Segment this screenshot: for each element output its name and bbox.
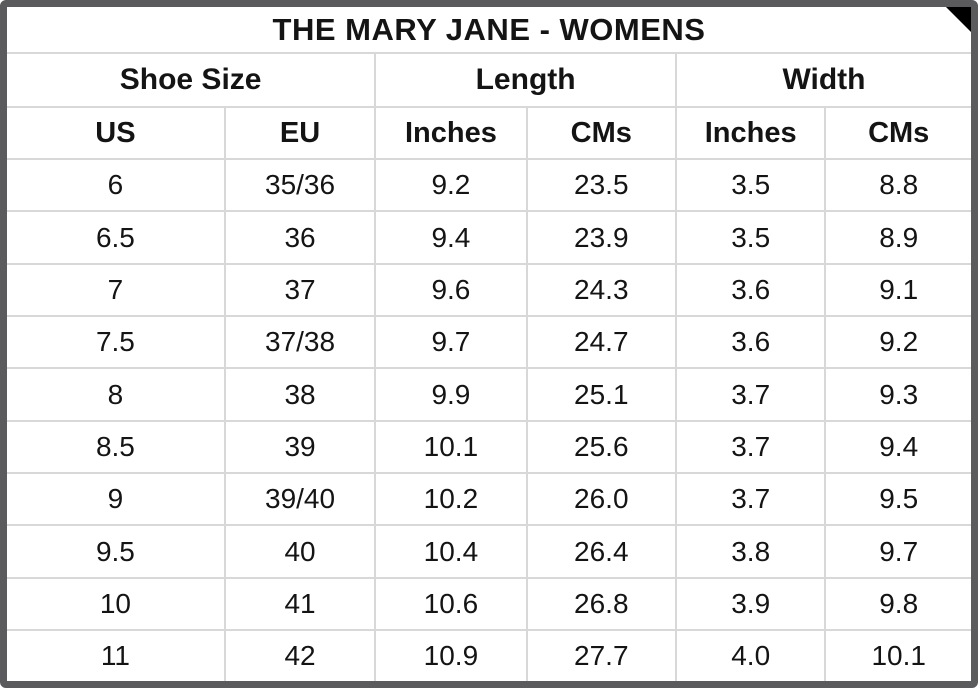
- table-cell: 37/38: [223, 315, 377, 370]
- table-cell: 3.7: [674, 472, 827, 527]
- table-cell: 9.7: [374, 315, 528, 370]
- table-cell: 8.8: [824, 157, 971, 213]
- table-cell: 39/40: [223, 472, 377, 527]
- table-row: 11 42 10.9 27.7 4.0 10.1: [7, 629, 971, 681]
- table-cell: 3.5: [674, 157, 827, 213]
- table-cell: 27.7: [525, 629, 677, 681]
- table-cell: 9.6: [374, 262, 528, 318]
- table-cell: 10: [7, 576, 226, 632]
- table-cell: 25.1: [525, 367, 677, 422]
- table-cell: 26.0: [525, 472, 677, 527]
- table-cell: 25.6: [525, 419, 677, 475]
- table-cell: 7.5: [7, 315, 226, 370]
- table-cell: 38: [223, 367, 377, 422]
- table-cell: 9.9: [374, 367, 528, 422]
- group-header-length: Length: [374, 52, 677, 108]
- col-header-width-cms: CMs: [824, 106, 971, 160]
- table-cell: 9.4: [824, 419, 971, 475]
- table-cell: 10.1: [374, 419, 528, 475]
- group-header-width: Width: [674, 52, 971, 108]
- table-row: 6 35/36 9.2 23.5 3.5 8.8: [7, 157, 971, 213]
- column-header-row: US EU Inches CMs Inches CMs: [7, 106, 971, 160]
- table-row: 8.5 39 10.1 25.6 3.7 9.4: [7, 419, 971, 475]
- table-row: 6.5 36 9.4 23.9 3.5 8.9: [7, 210, 971, 265]
- table-row: 9 39/40 10.2 26.0 3.7 9.5: [7, 472, 971, 527]
- table-cell: 9.5: [7, 524, 226, 579]
- table-cell: 8.5: [7, 419, 226, 475]
- table-cell: 3.7: [674, 419, 827, 475]
- size-chart-table: THE MARY JANE - WOMENS Shoe Size Length …: [7, 7, 971, 681]
- corner-fold-icon: [946, 7, 971, 32]
- table-cell: 26.8: [525, 576, 677, 632]
- table-cell: 35/36: [223, 157, 377, 213]
- table-cell: 8: [7, 367, 226, 422]
- table-cell: 9.7: [824, 524, 971, 579]
- table-row: 10 41 10.6 26.8 3.9 9.8: [7, 576, 971, 632]
- table-cell: 36: [223, 210, 377, 265]
- table-row: 7.5 37/38 9.7 24.7 3.6 9.2: [7, 315, 971, 370]
- table-cell: 3.6: [674, 262, 827, 318]
- table-row: 7 37 9.6 24.3 3.6 9.1: [7, 262, 971, 318]
- table-cell: 3.6: [674, 315, 827, 370]
- table-cell: 10.6: [374, 576, 528, 632]
- table-cell: 11: [7, 629, 226, 681]
- col-header-length-inches: Inches: [374, 106, 528, 160]
- table-cell: 3.9: [674, 576, 827, 632]
- table-cell: 10.9: [374, 629, 528, 681]
- table-cell: 26.4: [525, 524, 677, 579]
- table-row: 9.5 40 10.4 26.4 3.8 9.7: [7, 524, 971, 579]
- table-cell: 40: [223, 524, 377, 579]
- table-row: 8 38 9.9 25.1 3.7 9.3: [7, 367, 971, 422]
- group-header-shoe-size: Shoe Size: [7, 52, 377, 108]
- table-cell: 6: [7, 157, 226, 213]
- table-cell: 23.9: [525, 210, 677, 265]
- group-header-row: Shoe Size Length Width: [7, 52, 971, 108]
- col-header-us: US: [7, 106, 226, 160]
- table-cell: 42: [223, 629, 377, 681]
- table-cell: 4.0: [674, 629, 827, 681]
- table-cell: 24.7: [525, 315, 677, 370]
- table-cell: 7: [7, 262, 226, 318]
- table-cell: 23.5: [525, 157, 677, 213]
- table-cell: 9.1: [824, 262, 971, 318]
- table-cell: 8.9: [824, 210, 971, 265]
- table-cell: 6.5: [7, 210, 226, 265]
- col-header-width-inches: Inches: [674, 106, 827, 160]
- table-cell: 3.7: [674, 367, 827, 422]
- table-cell: 9: [7, 472, 226, 527]
- table-cell: 9.2: [824, 315, 971, 370]
- table-cell: 3.5: [674, 210, 827, 265]
- table-cell: 3.8: [674, 524, 827, 579]
- table-cell: 24.3: [525, 262, 677, 318]
- table-cell: 10.2: [374, 472, 528, 527]
- table-cell: 10.1: [824, 629, 971, 681]
- col-header-length-cms: CMs: [525, 106, 677, 160]
- table-cell: 10.4: [374, 524, 528, 579]
- table-cell: 9.5: [824, 472, 971, 527]
- title-row: THE MARY JANE - WOMENS: [7, 7, 971, 54]
- col-header-eu: EU: [223, 106, 377, 160]
- table-cell: 9.2: [374, 157, 528, 213]
- chart-title: THE MARY JANE - WOMENS: [7, 7, 971, 54]
- table-cell: 39: [223, 419, 377, 475]
- table-cell: 37: [223, 262, 377, 318]
- table-cell: 9.8: [824, 576, 971, 632]
- table-cell: 9.4: [374, 210, 528, 265]
- table-cell: 41: [223, 576, 377, 632]
- table-cell: 9.3: [824, 367, 971, 422]
